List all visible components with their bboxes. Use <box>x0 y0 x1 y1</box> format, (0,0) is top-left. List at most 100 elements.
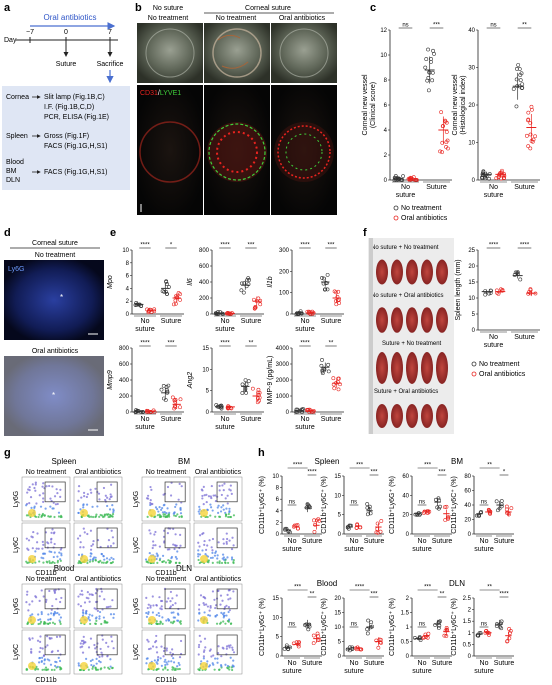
spleen <box>436 404 448 428</box>
facs-col-label: Oral antibiotics <box>75 469 122 476</box>
facs-plot <box>141 629 191 675</box>
data-point <box>514 66 519 71</box>
group-label: Suture <box>241 318 262 325</box>
group-label: No suture <box>295 318 315 333</box>
y-axis-label: Il6 <box>187 278 194 286</box>
data-point <box>316 517 321 521</box>
y-axis-label: Corneal new vessel(Histological index) <box>452 74 467 136</box>
data-point <box>504 504 509 509</box>
data-point <box>165 292 169 296</box>
group-label: Suture <box>514 184 535 191</box>
data-point <box>443 518 448 522</box>
group-label: No suture <box>484 334 504 349</box>
data-point <box>518 73 523 77</box>
facs-plot <box>141 476 191 522</box>
data-point <box>170 395 175 400</box>
y-tick-label: 6 <box>276 497 280 503</box>
y-tick-label: 60 <box>402 474 409 480</box>
data-point <box>239 288 244 293</box>
y-tick-label: 2 <box>384 153 388 159</box>
significance-label: ns <box>289 500 295 506</box>
tissue-cornea: Cornea <box>6 94 29 101</box>
group-label: Suture <box>432 538 453 545</box>
y-tick-label: 15 <box>202 346 209 352</box>
facs-gate <box>96 588 118 610</box>
y-axis-label: CD11b⁺Ly6C⁺ (%) <box>321 598 328 656</box>
facs-gate <box>44 527 66 549</box>
data-point <box>436 496 441 501</box>
b-sub-header-3: Oral antibiotics <box>279 15 326 22</box>
data-point <box>240 382 245 387</box>
spleen <box>436 352 448 384</box>
data-point <box>531 137 536 142</box>
facs-gate <box>216 634 238 656</box>
y-axis-label: Il1b <box>267 276 274 287</box>
data-point <box>483 292 488 297</box>
data-point <box>499 502 504 507</box>
y-tick-label: 80 <box>464 474 471 480</box>
data-point <box>524 133 529 138</box>
y-axis-label: CD11b⁺Ly6G⁺ (%) <box>259 598 266 656</box>
data-point <box>334 302 339 307</box>
group-label: No suture <box>282 660 302 675</box>
significance-label: **** <box>300 341 310 347</box>
y-tick-label: 400 <box>199 280 210 286</box>
data-point <box>496 508 500 513</box>
y-tick-label: 6 <box>126 274 130 280</box>
y-axis-label: MMP-9 (pg/mL) <box>267 356 274 405</box>
group-label: No suture <box>474 660 494 675</box>
y-tick-label: 5 <box>206 389 210 395</box>
data-point <box>499 619 504 624</box>
group-label: Suture <box>321 416 342 423</box>
data-point <box>526 117 531 122</box>
y-tick-label: 10 <box>272 615 279 621</box>
group-label: No suture <box>412 660 432 675</box>
data-point <box>413 635 417 640</box>
data-point <box>444 504 449 509</box>
facs-gate <box>164 634 186 656</box>
data-point <box>312 529 317 534</box>
sacrifice-label: Sacrifice <box>97 61 124 68</box>
day-7: 7 <box>108 29 112 36</box>
data-point <box>325 272 330 277</box>
data-point <box>145 410 149 414</box>
facs-plot <box>21 476 71 522</box>
data-point <box>320 276 324 280</box>
ly6g-image-2 <box>4 356 104 436</box>
y-axis-label: CD11b⁺Ly6C⁺ (%) <box>451 598 458 656</box>
data-point <box>498 621 503 626</box>
panel-letter-a: a <box>4 2 11 14</box>
significance-label: * <box>170 243 173 249</box>
y-tick-label: 20 <box>468 264 475 270</box>
facs-gate <box>96 634 118 656</box>
significance-label: *** <box>294 585 302 591</box>
data-point <box>296 644 301 649</box>
data-point <box>530 139 535 144</box>
y-tick-label: 20 <box>402 513 409 519</box>
spleen <box>391 259 403 285</box>
h-block-title: Blood <box>317 579 337 588</box>
data-point <box>306 505 311 510</box>
y-tick-label: 1 <box>468 631 472 637</box>
y-tick-label: 10 <box>122 248 129 254</box>
facs-plot <box>21 629 71 675</box>
y-tick-label: 40 <box>464 503 471 509</box>
data-point <box>516 63 521 67</box>
data-point <box>530 107 534 112</box>
y-tick-label: 10 <box>468 141 475 147</box>
facs-y-label: Ly6G <box>13 491 20 507</box>
f-photo-label-1: No suture + No treatment <box>371 245 439 251</box>
data-point <box>244 390 248 395</box>
facs-plot <box>193 522 243 568</box>
spleen-photos <box>376 259 448 428</box>
significance-label: *** <box>356 463 364 469</box>
y-tick-label: 10 <box>272 474 279 480</box>
y-tick-label: 15 <box>468 280 475 286</box>
y-axis-label: Mmp9 <box>107 370 114 390</box>
data-point <box>304 408 309 412</box>
data-point <box>375 521 380 526</box>
facs-block-title: Spleen <box>52 457 77 466</box>
y-axis-label: CD11b⁺Ly6G⁺ (%) <box>259 476 266 534</box>
facs-x-label: CD11b <box>35 677 56 684</box>
significance-label: * <box>503 470 506 476</box>
